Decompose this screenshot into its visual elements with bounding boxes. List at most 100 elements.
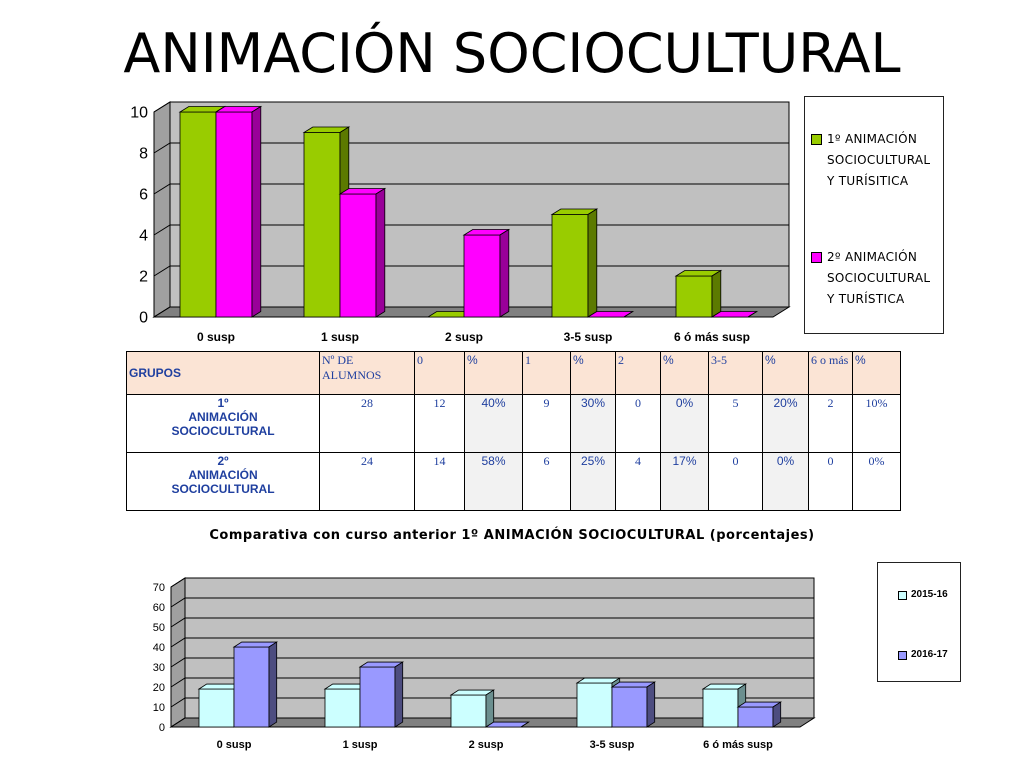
bar-front — [198, 688, 235, 728]
bar-1-3 — [449, 689, 496, 728]
bar-2-3 — [484, 721, 531, 728]
gridline — [170, 657, 814, 668]
table-cell: 30% — [570, 394, 616, 453]
y-tick-label: 60 — [153, 602, 165, 614]
bar-front — [611, 686, 648, 728]
table-cell: 12 — [414, 394, 465, 453]
bar-front — [339, 193, 377, 318]
table-header-cell: % — [762, 351, 809, 395]
bar-front — [702, 688, 739, 728]
table-row: 2º ANIMACIÓN SOCIOCULTURAL 24 14 58% 6 25% 4 17% 0… — [126, 452, 901, 511]
y-tick-label: 50 — [153, 622, 165, 634]
legend-swatch-periwinkle — [898, 651, 907, 660]
x-tick-label: 2 susp — [469, 739, 504, 751]
x-tick-label: 1 susp — [343, 739, 378, 751]
gridline — [170, 617, 814, 628]
y-tick-label: 8 — [139, 146, 148, 163]
bar-front — [551, 214, 589, 318]
x-tick-label: 6 ó más susp — [674, 330, 750, 344]
legend-item-2016: 2016-17 — [898, 649, 948, 660]
bar-2-5 — [710, 311, 759, 318]
group-line: 2º — [217, 454, 229, 468]
legend-label-1: 1º ANIMACIÓN SOCIOCULTURAL Y TURÍSITICA — [827, 132, 931, 188]
y-tick-label: 70 — [153, 582, 165, 594]
y-tick-label: 20 — [153, 682, 165, 694]
table-header-cell: 6 o más — [808, 351, 853, 395]
group-line: SOCIOCULTURAL — [171, 482, 275, 496]
gridline — [153, 142, 789, 154]
table-cell: 58% — [464, 452, 523, 511]
bar-2-1 — [232, 641, 279, 728]
x-tick-label: 3-5 susp — [590, 739, 635, 751]
bar-front — [179, 111, 217, 318]
bar-1-2 — [323, 683, 370, 728]
table-row: 1º ANIMACIÓN SOCIOCULTURAL 28 12 40% 9 30% 0 0% 5 2… — [126, 394, 901, 453]
table-cell: 4 — [615, 452, 661, 511]
gridline — [170, 597, 814, 608]
x-tick-label: 6 ó más susp — [703, 739, 773, 751]
y-tick-label: 0 — [159, 722, 165, 734]
bar-2-3 — [462, 228, 511, 318]
table-header-cell: % — [570, 351, 616, 395]
bar-front — [576, 682, 613, 728]
bar-side — [623, 311, 634, 318]
table-header-cell: % — [464, 351, 523, 395]
gridline — [153, 101, 789, 113]
legend-item-2015: 2015-16 — [898, 589, 948, 600]
group-line: ANIMACIÓN — [188, 468, 258, 482]
gridline — [170, 637, 814, 648]
table-header-groups: GRUPOS — [126, 351, 320, 395]
table-cell: 6 — [522, 452, 571, 511]
chart2-title: Comparativa con curso anterior 1º ANIMAC… — [209, 528, 815, 543]
x-tick-label: 2 susp — [445, 330, 483, 344]
chart2-legend: 2015-16 2016-17 — [877, 562, 961, 682]
y-tick-label: 10 — [130, 105, 148, 122]
table-cell: 20% — [762, 394, 809, 453]
bar-front — [324, 688, 361, 728]
y-tick-label: 4 — [139, 228, 148, 245]
group-line: SOCIOCULTURAL — [171, 424, 275, 438]
table-header-cell: 3-5 — [708, 351, 763, 395]
legend-label-2016: 2016-17 — [911, 649, 948, 660]
group-line: 1º — [217, 396, 229, 410]
bar-side — [499, 228, 510, 318]
bar-side — [485, 689, 495, 728]
gridline — [153, 183, 789, 195]
x-tick-label: 0 susp — [197, 330, 235, 344]
table-header-cell: 1 — [522, 351, 571, 395]
y-tick-label: 6 — [139, 187, 148, 204]
table-cell: 25% — [570, 452, 616, 511]
y-tick-label: 10 — [153, 702, 165, 714]
legend-item-2: 2º ANIMACIÓN SOCIOCULTURAL Y TURÍSTICA — [811, 247, 941, 310]
bar-1-5 — [674, 269, 723, 318]
bar-front — [463, 234, 501, 318]
table-cell: 0% — [660, 394, 709, 453]
group-line: ANIMACIÓN — [188, 410, 258, 424]
bar-side — [268, 641, 278, 728]
bar-2-1 — [214, 105, 263, 318]
x-tick-label: 1 susp — [321, 330, 359, 344]
bar-2-4 — [586, 311, 635, 318]
table-cell: 0% — [852, 452, 901, 511]
plot-side-wall — [170, 577, 186, 728]
table-cell: 0 — [708, 452, 763, 511]
legend-swatch-green — [811, 134, 822, 145]
bar-front — [233, 646, 270, 728]
bar-front — [450, 694, 487, 728]
y-tick-label: 2 — [139, 269, 148, 286]
legend-label-2: 2º ANIMACIÓN SOCIOCULTURAL Y TURÍSTICA — [827, 250, 931, 306]
table-cell: 14 — [414, 452, 465, 511]
legend-swatch-magenta — [811, 252, 822, 263]
table-cell: 2 — [808, 394, 853, 453]
table-cell: 17% — [660, 452, 709, 511]
x-tick-label: 3-5 susp — [564, 330, 613, 344]
legend-item-1: 1º ANIMACIÓN SOCIOCULTURAL Y TURÍSITICA — [811, 129, 941, 192]
bar-side — [520, 721, 529, 728]
x-tick-label: 0 susp — [217, 739, 252, 751]
bar-front — [675, 275, 713, 318]
slide-title: ANIMACIÓN SOCIOCULTURAL — [123, 22, 901, 85]
bar-1-4 — [550, 208, 599, 318]
y-tick-label: 30 — [153, 662, 165, 674]
bar-side — [646, 681, 656, 728]
